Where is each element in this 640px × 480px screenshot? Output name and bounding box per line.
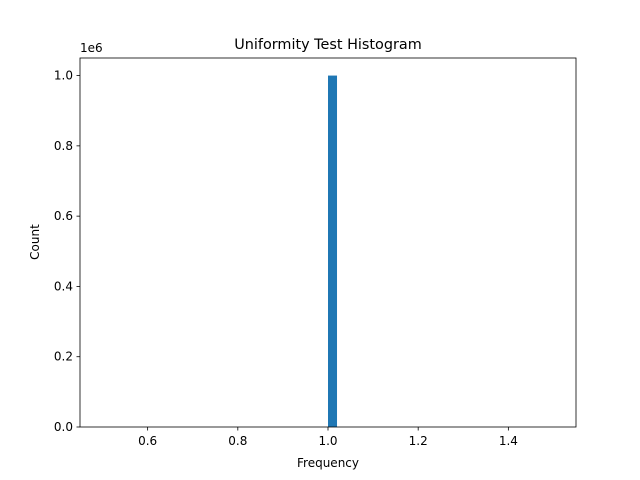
bar — [328, 75, 338, 428]
y-tick-label: 0.8 — [54, 139, 73, 153]
y-tick-label: 0.4 — [54, 279, 73, 293]
x-axis-label: Frequency — [297, 456, 359, 470]
axes-frame — [79, 57, 577, 428]
y-tick-label: 0.2 — [54, 350, 73, 364]
x-tick-label: 1.0 — [318, 434, 337, 448]
y-tick-label: 0.6 — [54, 209, 73, 223]
y-tick-label: 1.0 — [54, 69, 73, 83]
x-tick-label: 0.8 — [228, 434, 247, 448]
y-tick-label: 0.0 — [54, 420, 73, 434]
y-axis-label: Count — [28, 224, 42, 260]
x-tick-label: 1.2 — [409, 434, 428, 448]
y-offset-label: 1e6 — [80, 41, 103, 55]
x-tick-label: 0.6 — [138, 434, 157, 448]
chart-title: Uniformity Test Histogram — [234, 37, 422, 53]
x-tick-label: 1.4 — [499, 434, 518, 448]
